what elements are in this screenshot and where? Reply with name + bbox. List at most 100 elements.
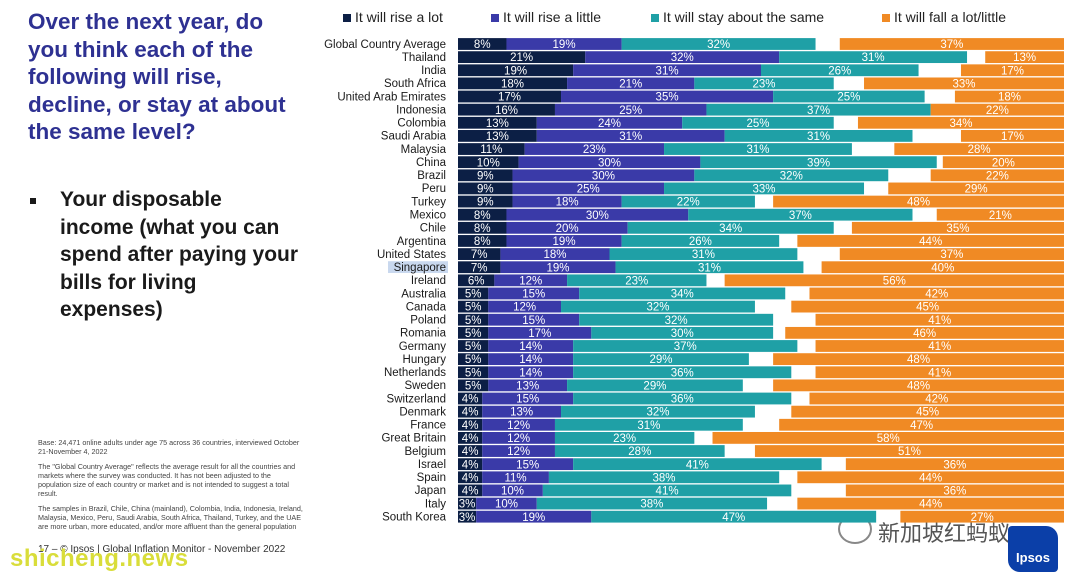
legend-swatch	[491, 14, 499, 22]
data-label: 40%	[931, 262, 954, 274]
bar-segment	[506, 235, 622, 247]
data-label: 34%	[949, 118, 972, 130]
category-label: South Korea	[382, 511, 447, 523]
data-label: 37%	[940, 39, 963, 51]
bar-segment	[458, 274, 495, 287]
data-label: 21%	[510, 52, 533, 64]
category-label: Turkey	[411, 196, 446, 208]
bar-segment	[815, 340, 1064, 352]
data-label: 14%	[519, 341, 542, 353]
bar-segment	[458, 340, 489, 352]
data-label: 28%	[628, 446, 651, 458]
data-label: 32%	[646, 302, 669, 314]
category-label: Global Country Average	[324, 39, 446, 51]
question-title: Over the next year, do you think each of…	[28, 9, 286, 144]
bar-segment	[482, 418, 555, 431]
bar-segment	[888, 182, 1064, 195]
bar-segment	[754, 445, 1064, 457]
legend-label: It will fall a lot/little	[894, 9, 1006, 25]
data-label: 19%	[553, 236, 576, 248]
bar-segment	[476, 497, 537, 510]
bar-segment	[985, 51, 1064, 64]
category-label: China	[416, 157, 447, 169]
data-label: 21%	[619, 78, 642, 90]
bar-segment	[458, 458, 483, 471]
data-label: 12%	[507, 433, 530, 445]
bar-segment	[930, 169, 1064, 182]
data-label: 31%	[637, 420, 660, 432]
bar-segment	[573, 64, 761, 77]
bar-segment	[458, 195, 513, 208]
data-label: 9%	[477, 184, 494, 196]
data-label: 32%	[707, 39, 730, 51]
data-label: 29%	[649, 354, 672, 366]
bar-segment	[585, 51, 780, 64]
bar-segment	[839, 38, 1064, 50]
bar-segment	[506, 221, 628, 234]
data-label: 30%	[598, 157, 621, 169]
data-label: 13%	[516, 380, 539, 392]
bar-segment	[458, 156, 519, 169]
data-label: 33%	[952, 78, 975, 90]
data-label: 25%	[577, 184, 600, 196]
data-label: 18%	[543, 249, 566, 261]
data-label: 13%	[486, 118, 509, 130]
data-label: 27%	[971, 512, 994, 524]
data-label: 4%	[462, 459, 479, 471]
data-label: 22%	[986, 170, 1009, 182]
bullet-square-icon	[30, 198, 36, 204]
bar-segment	[482, 432, 555, 444]
data-label: 5%	[465, 341, 482, 353]
bar-segment	[536, 116, 683, 129]
category-label: Switzerland	[387, 393, 446, 405]
bar-segment	[458, 208, 507, 221]
category-label: Poland	[410, 315, 446, 327]
data-label: 32%	[671, 52, 694, 64]
bar-segment	[694, 169, 889, 182]
bar-segment	[458, 103, 555, 116]
note-base: Base: 24,471 online adults under age 75 …	[38, 438, 300, 456]
data-label: 44%	[919, 472, 942, 484]
data-label: 45%	[916, 302, 939, 314]
bar-segment	[500, 261, 616, 274]
category-label: Peru	[422, 183, 446, 195]
bar-segment	[518, 156, 701, 169]
data-label: 48%	[907, 197, 930, 209]
data-label: 25%	[746, 118, 769, 130]
bar-segment	[930, 103, 1064, 116]
data-label: 23%	[753, 78, 776, 90]
category-label: Spain	[417, 472, 446, 484]
bar-segment	[627, 221, 834, 234]
bar-segment	[458, 405, 483, 418]
data-label: 39%	[807, 157, 830, 169]
legend-swatch	[882, 14, 890, 22]
data-label: 47%	[722, 512, 745, 524]
data-label: 32%	[780, 170, 803, 182]
category-label: Denmark	[399, 406, 446, 418]
data-label: 41%	[928, 367, 951, 379]
data-label: 25%	[619, 105, 642, 117]
data-label: 30%	[586, 210, 609, 222]
category-label: Thailand	[402, 52, 446, 64]
bar-segment	[567, 77, 695, 90]
data-label: 18%	[998, 92, 1021, 104]
category-label: Australia	[401, 288, 446, 300]
bar-segment	[458, 235, 507, 247]
data-label: 11%	[504, 472, 526, 484]
bar-segment	[488, 366, 574, 379]
bar-segment	[500, 248, 610, 260]
category-label: Great Britain	[381, 433, 446, 445]
category-label: Hungary	[403, 354, 447, 366]
footer-text: – © Ipsos | Global Inflation Monitor - N…	[51, 544, 286, 555]
data-label: 47%	[910, 420, 933, 432]
data-label: 22%	[677, 197, 700, 209]
data-label: 58%	[877, 433, 900, 445]
category-label: Colombia	[397, 118, 446, 130]
data-label: 32%	[646, 407, 669, 419]
data-label: 4%	[462, 433, 479, 445]
bar-segment	[506, 208, 689, 221]
bar-segment	[809, 287, 1064, 300]
data-label: 36%	[671, 394, 694, 406]
data-label: 37%	[807, 105, 830, 117]
bar-segment	[482, 445, 555, 457]
